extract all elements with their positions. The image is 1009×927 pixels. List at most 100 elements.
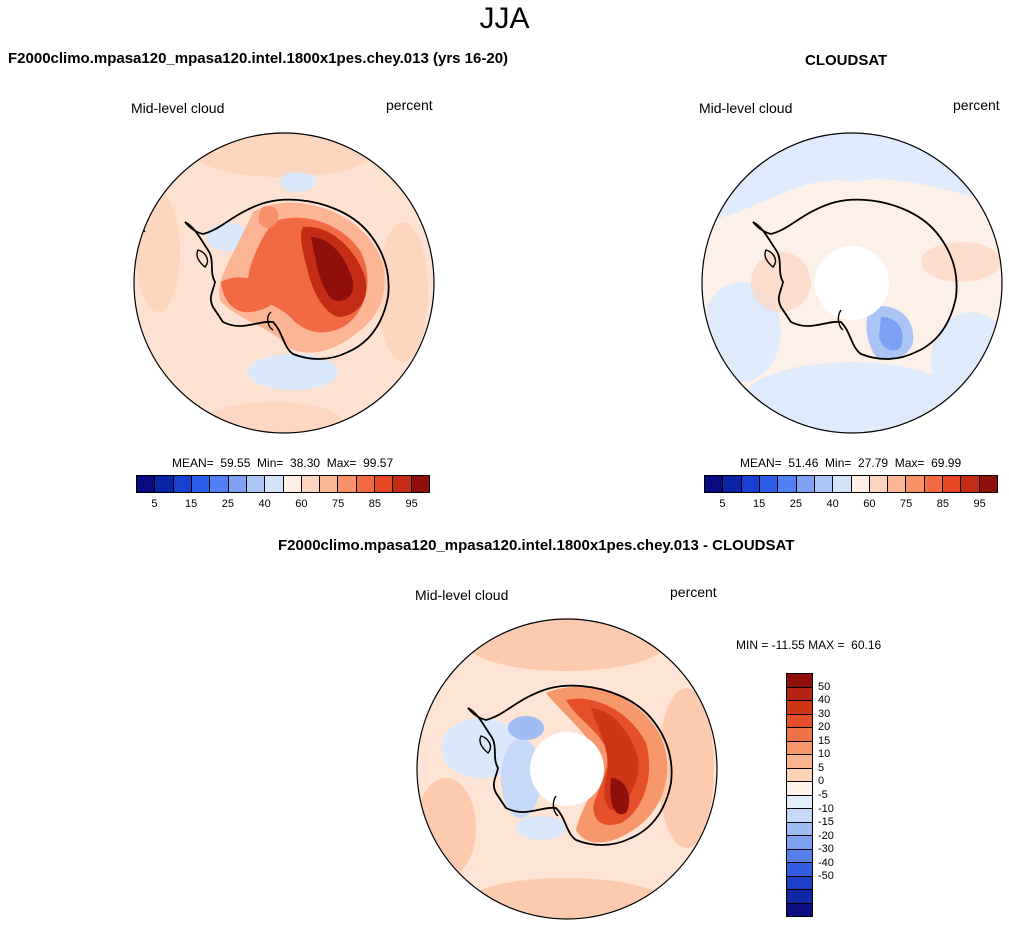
colorbar-box bbox=[265, 476, 284, 492]
colorbar-tick-label: 0 bbox=[818, 775, 825, 788]
model-variable-label: Mid-level cloud bbox=[131, 100, 225, 116]
colorbar-tick-label: 25 bbox=[221, 498, 234, 510]
season-title: JJA bbox=[479, 2, 530, 35]
colorbar-box bbox=[906, 476, 925, 492]
colorbar-box bbox=[787, 674, 812, 688]
colorbar-box bbox=[375, 476, 394, 492]
colorbar-tick-label: 85 bbox=[368, 498, 381, 510]
colorbar-box bbox=[787, 714, 812, 728]
colorbar-tick-label: 25 bbox=[789, 498, 802, 510]
colorbar-box bbox=[787, 768, 812, 782]
diff-map-boundary bbox=[416, 618, 718, 920]
colorbar-box bbox=[787, 876, 812, 890]
obs-map-boundary bbox=[701, 132, 1003, 434]
colorbar-box bbox=[137, 476, 156, 492]
colorbar-box bbox=[833, 476, 852, 492]
colorbar-box bbox=[796, 476, 815, 492]
diff-coastline bbox=[467, 684, 673, 846]
colorbar-tick-label: -20 bbox=[818, 829, 834, 842]
colorbar-tick-label: 75 bbox=[332, 498, 345, 510]
colorbar-box bbox=[979, 476, 997, 492]
colorbar-box bbox=[787, 863, 812, 877]
colorbar-box bbox=[191, 476, 211, 492]
colorbar-box bbox=[338, 476, 357, 492]
colorbar-box bbox=[787, 822, 812, 836]
colorbar-tick-label: 10 bbox=[818, 748, 831, 761]
obs-missing-data-hole bbox=[815, 246, 889, 320]
colorbar-box bbox=[301, 476, 321, 492]
colorbar-box bbox=[787, 809, 812, 823]
colorbar-tick-label: 75 bbox=[900, 498, 913, 510]
colorbar-box bbox=[320, 476, 339, 492]
colorbar-box bbox=[411, 476, 429, 492]
colorbar-tick-label: 30 bbox=[818, 707, 831, 720]
colorbar-box bbox=[787, 903, 812, 916]
diff-colorbar-ticks: 50 40 30 20 15 10 5 0 -5 -10 -15 -20 -30 -40 -50 bbox=[818, 673, 858, 917]
colorbar-box bbox=[393, 476, 412, 492]
colorbar-box bbox=[787, 755, 812, 769]
colorbar-tick-label: 60 bbox=[295, 498, 308, 510]
diff-stats-text: MIN = -11.55 MAX = 60.16 bbox=[736, 638, 882, 652]
colorbar-box bbox=[741, 476, 760, 492]
colorbar-box bbox=[210, 476, 229, 492]
colorbar-box bbox=[787, 687, 812, 701]
colorbar-box bbox=[228, 476, 247, 492]
colorbar-tick-label: 15 bbox=[818, 734, 831, 747]
colorbar-tick-label: -5 bbox=[818, 789, 828, 801]
colorbar-box bbox=[356, 476, 376, 492]
colorbar-tick-label: 20 bbox=[818, 721, 831, 734]
colorbar-tick-label: 5 bbox=[151, 498, 158, 510]
colorbar-tick-label: 95 bbox=[405, 498, 418, 510]
diff-panel-title: F2000climo.mpasa120_mpasa120.intel.1800x… bbox=[278, 537, 795, 554]
model-stats-text: MEAN= 59.55 Min= 38.30 Max= 99.57 bbox=[172, 456, 394, 470]
colorbar-box bbox=[778, 476, 797, 492]
colorbar-box bbox=[173, 476, 192, 492]
colorbar-tick-label: 40 bbox=[258, 498, 271, 510]
diff-colorbar bbox=[786, 673, 813, 917]
diff-missing-data-hole bbox=[530, 732, 604, 806]
diff-polar-map bbox=[416, 618, 718, 920]
colorbar-tick-label: 15 bbox=[185, 498, 198, 510]
obs-variable-label: Mid-level cloud bbox=[699, 100, 793, 116]
colorbar-box bbox=[705, 476, 724, 492]
model-colorbar-ticks: 5 15 25 40 60 75 85 95 bbox=[136, 498, 430, 512]
colorbar-box bbox=[787, 782, 812, 796]
colorbar-tick-label: 5 bbox=[818, 761, 825, 774]
colorbar-box bbox=[869, 476, 889, 492]
colorbar-box bbox=[723, 476, 742, 492]
colorbar-tick-label: 60 bbox=[863, 498, 876, 510]
colorbar-box bbox=[888, 476, 907, 492]
colorbar-tick-label: 40 bbox=[818, 694, 831, 707]
colorbar-box bbox=[759, 476, 779, 492]
obs-polar-map bbox=[701, 132, 1003, 434]
colorbar-box bbox=[246, 476, 266, 492]
colorbar-box bbox=[814, 476, 834, 492]
model-units-label: percent bbox=[386, 97, 433, 113]
colorbar-box bbox=[787, 849, 812, 863]
colorbar-box bbox=[787, 836, 812, 850]
colorbar-tick-label: -15 bbox=[818, 816, 834, 829]
colorbar-box bbox=[787, 890, 812, 904]
obs-colorbar bbox=[704, 475, 998, 493]
model-coastline bbox=[184, 198, 390, 360]
diff-units-label: percent bbox=[670, 584, 717, 600]
model-polar-map bbox=[133, 132, 435, 434]
colorbar-tick-label: -40 bbox=[818, 856, 834, 869]
colorbar-box bbox=[961, 476, 980, 492]
colorbar-box bbox=[787, 795, 812, 809]
obs-units-label: percent bbox=[953, 97, 1000, 113]
obs-stats-text: MEAN= 51.46 Min= 27.79 Max= 69.99 bbox=[740, 456, 962, 470]
obs-panel-title: CLOUDSAT bbox=[805, 52, 888, 69]
colorbar-box bbox=[787, 701, 812, 715]
colorbar-box bbox=[851, 476, 870, 492]
colorbar-tick-label: 5 bbox=[719, 498, 726, 510]
colorbar-tick-label: -30 bbox=[818, 843, 834, 856]
obs-coastline bbox=[752, 198, 958, 360]
obs-colorbar-ticks: 5 15 25 40 60 75 85 95 bbox=[704, 498, 998, 512]
colorbar-tick-label: 50 bbox=[818, 680, 831, 693]
colorbar-box bbox=[155, 476, 174, 492]
model-colorbar bbox=[136, 475, 430, 493]
diff-variable-label: Mid-level cloud bbox=[415, 587, 509, 603]
colorbar-tick-label: -50 bbox=[818, 870, 834, 883]
model-panel-title: F2000climo.mpasa120_mpasa120.intel.1800x… bbox=[8, 50, 509, 67]
